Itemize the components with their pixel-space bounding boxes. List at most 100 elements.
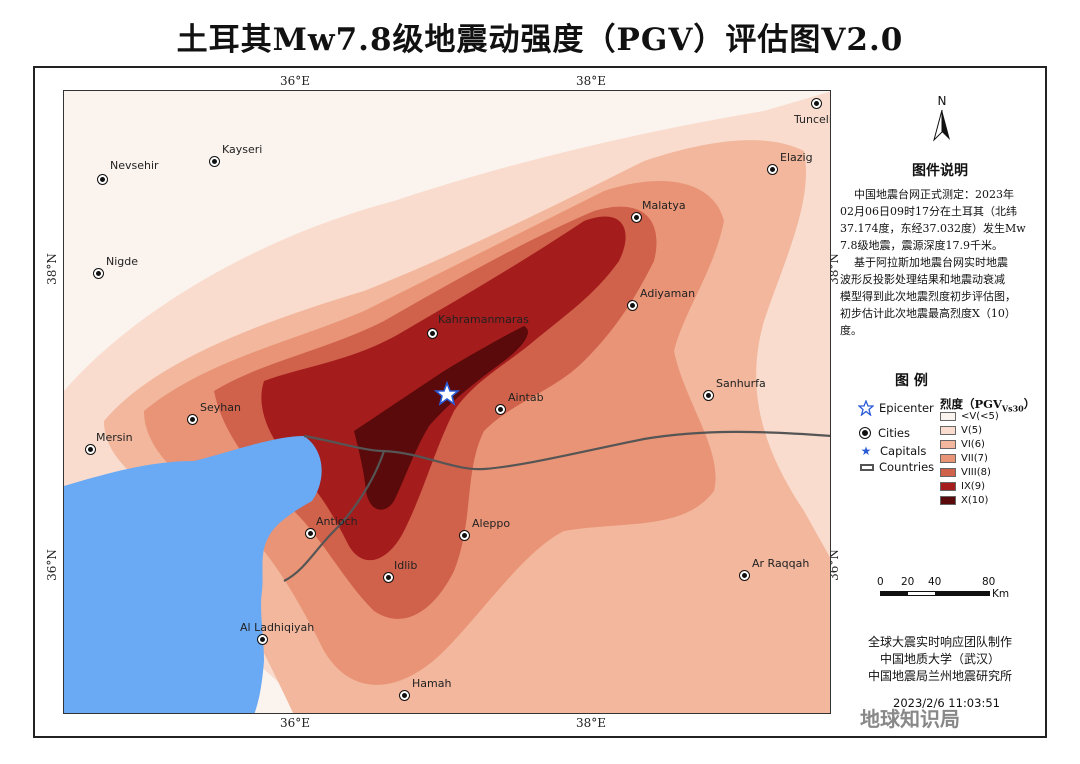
credit-line: 全球大震实时响应团队制作 [867, 635, 1012, 649]
country-border-turkey-syria [303, 430, 830, 471]
tick-top-36e: 36°E [280, 74, 311, 88]
city-adiyaman[interactable] [627, 300, 638, 311]
city-ar-raqqah[interactable] [739, 570, 750, 581]
city-label-kayseri: Kayseri [222, 143, 263, 156]
city-hamah[interactable] [399, 690, 410, 701]
city-aleppo[interactable] [459, 530, 470, 541]
tick-top-38e: 38°E [576, 74, 607, 88]
city-nevsehir[interactable] [97, 174, 108, 185]
city-mersin[interactable] [85, 444, 96, 455]
country-border-hatay [283, 450, 386, 582]
city-dot-icon [209, 156, 220, 167]
city-label-ar-raqqah: Ar Raqqah [752, 557, 810, 570]
explain-line: 02月06日09时17分在土耳其（北纬 [840, 205, 1017, 218]
city-seyhan[interactable] [187, 414, 198, 425]
intensity-legend-row: <V(<5) [940, 411, 999, 422]
legend-capitals-label: Capitals [880, 444, 927, 458]
city-idlib[interactable] [383, 572, 394, 583]
city-dot-icon [859, 427, 871, 439]
city-dot-icon [85, 444, 96, 455]
city-tunceli[interactable] [811, 98, 822, 109]
city-nigde[interactable] [93, 268, 104, 279]
intensity-label: VI(6) [961, 439, 985, 450]
intensity-label: VII(7) [961, 453, 988, 464]
star-filled-icon: ★ [860, 444, 872, 458]
intensity-label: VIII(8) [961, 467, 991, 478]
explain-line: 7.8级地震，震源深度17.9千米。 [840, 239, 1003, 252]
intensity-legend-row: X(10) [940, 495, 988, 506]
explain-text: 中国地震台网正式测定：2023年 02月06日09时17分在土耳其（北纬 37.… [840, 186, 1040, 339]
intensity-legend-row: VII(7) [940, 453, 988, 464]
intensity-label: <V(<5) [961, 411, 999, 422]
city-dot-icon [257, 634, 268, 645]
intensity-swatch [940, 412, 956, 421]
scale-label-40: 40 [928, 576, 942, 588]
scale-label-0: 0 [877, 576, 884, 588]
city-label-malatya: Malatya [642, 199, 686, 212]
city-dot-icon [305, 528, 316, 539]
explain-line: 37.174度，东经37.032度）发生Mw [840, 222, 1026, 235]
map-title: 土耳其Mw7.8级地震动强度（PGV）评估图V2.0 [176, 22, 904, 58]
credit-line: 中国地震局兰州地震研究所 [867, 669, 1012, 683]
city-label-aleppo: Aleppo [472, 517, 511, 530]
mediterranean-sea [64, 436, 322, 713]
city-dot-icon [631, 212, 642, 223]
city-malatya[interactable] [631, 212, 642, 223]
city-kayseri[interactable] [209, 156, 220, 167]
city-dot-icon [495, 404, 506, 415]
legend-epicenter-label: Epicenter [879, 401, 934, 415]
intensity-map-svg [64, 91, 830, 713]
city-elazig[interactable] [767, 164, 778, 175]
explain-line: 波形反投影处理结果和地震动衰减 [840, 273, 1005, 286]
intensity-legend-row: VI(6) [940, 439, 985, 450]
legend-cities: Cities [859, 426, 910, 440]
credits: 全球大震实时响应团队制作 中国地质大学（武汉） 中国地震局兰州地震研究所 [840, 634, 1040, 685]
city-dot-icon [739, 570, 750, 581]
city-label-nigde: Nigde [106, 255, 139, 268]
city-dot-icon [399, 690, 410, 701]
legend-countries-label: Countries [879, 460, 935, 474]
explain-line: 度。 [840, 324, 862, 337]
tick-left-38n: 38°N [44, 253, 59, 285]
legend-capitals: ★ Capitals [860, 444, 927, 458]
city-label-adiyaman: Adiyaman [640, 287, 696, 300]
scale-bar: 0 20 40 80 Km [877, 576, 1020, 606]
city-sanhurfa[interactable] [703, 390, 714, 401]
city-dot-icon [627, 300, 638, 311]
intensity-swatch [940, 426, 956, 435]
city-dot-icon [97, 174, 108, 185]
city-label-idlib: Idlib [394, 559, 418, 572]
border-line-icon [860, 463, 874, 471]
city-dot-icon [93, 268, 104, 279]
city-aintab[interactable] [495, 404, 506, 415]
intensity-legend-row: IX(9) [940, 481, 985, 492]
intensity-swatch [940, 454, 956, 463]
city-label-al-ladhiqiyah: Al Ladhiqiyah [240, 621, 315, 634]
city-al-ladhiqiyah[interactable] [257, 634, 268, 645]
intensity-label: X(10) [961, 495, 989, 506]
legend-title: 图 例 [895, 373, 928, 389]
intensity-title-main: 烈度（PGV [940, 397, 1002, 411]
epicenter-star-icon[interactable] [433, 380, 461, 406]
north-label: N [937, 94, 947, 108]
intensity-label: V(5) [961, 425, 983, 436]
map-frame [33, 66, 1047, 738]
city-kahramanmaras[interactable] [427, 328, 438, 339]
explain-line: 中国地震台网正式测定：2023年 [854, 188, 1014, 201]
city-label-nevsehir: Nevsehir [110, 159, 159, 172]
explain-line: 模型得到此次地震烈度初步评估图， [840, 290, 1016, 303]
intensity-title: 烈度（PGVVs30） [940, 396, 1035, 413]
intensity-swatch [940, 440, 956, 449]
intensity-map[interactable]: Tunceli Kayseri Nevsehir Elazig Malatya … [63, 90, 831, 714]
city-label-sanhurfa: Sanhurfa [716, 377, 766, 390]
city-label-aintab: Aintab [508, 391, 544, 404]
tick-bottom-36e: 36°E [280, 716, 311, 730]
city-label-tunceli: Tunceli [794, 113, 831, 126]
city-label-seyhan: Seyhan [200, 401, 241, 414]
scale-bar-graphic [880, 591, 990, 596]
intensity-swatch [940, 468, 956, 477]
city-antioch[interactable] [305, 528, 316, 539]
city-dot-icon [383, 572, 394, 583]
city-dot-icon [703, 390, 714, 401]
intensity-legend-row: VIII(8) [940, 467, 991, 478]
